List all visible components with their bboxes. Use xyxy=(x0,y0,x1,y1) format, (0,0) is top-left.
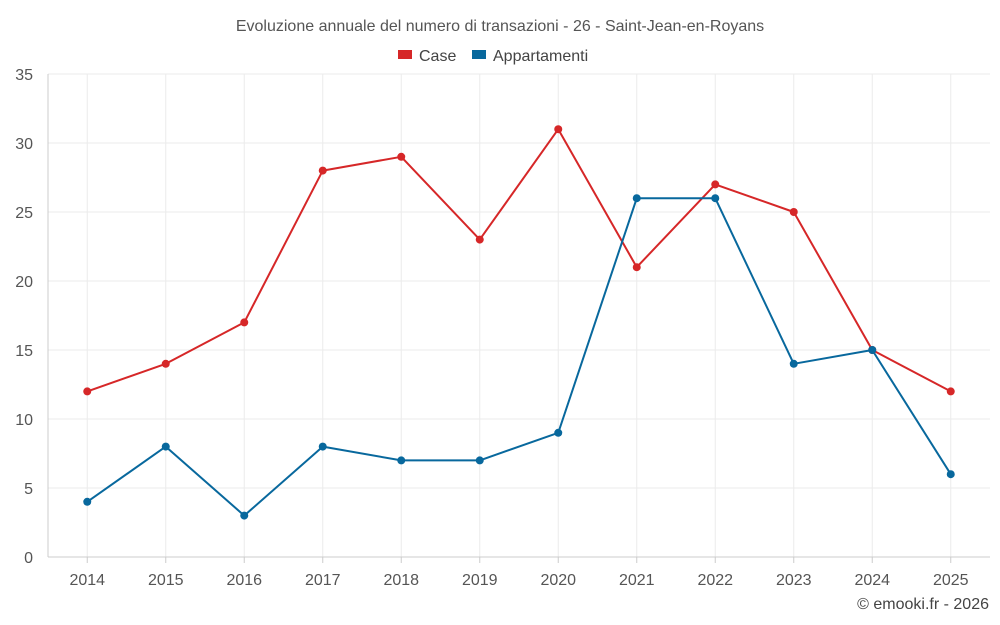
data-point-case[interactable] xyxy=(632,263,641,272)
data-point-appartamenti[interactable] xyxy=(240,511,249,520)
legend-label-appartamenti[interactable]: Appartamenti xyxy=(493,48,588,65)
data-point-case[interactable] xyxy=(946,387,955,396)
data-point-case[interactable] xyxy=(789,208,798,216)
x-tick-label: 2015 xyxy=(148,572,184,589)
data-point-appartamenti[interactable] xyxy=(789,359,798,368)
legend-swatch-appartamenti xyxy=(472,50,486,59)
series-line-appartamenti xyxy=(86,197,952,517)
x-tick-label: 2025 xyxy=(933,572,969,589)
series-line-case xyxy=(86,128,952,393)
data-point-appartamenti[interactable] xyxy=(318,442,327,451)
data-point-case[interactable] xyxy=(711,180,720,189)
legend-swatch-case xyxy=(398,50,412,59)
credit-text: © emooki.fr - 2026 xyxy=(857,596,989,613)
x-tick-label: 2024 xyxy=(854,572,890,589)
y-tick-label: 25 xyxy=(15,205,33,222)
x-tick-label: 2021 xyxy=(619,572,655,589)
data-point-appartamenti[interactable] xyxy=(161,442,170,451)
series-appartamenti xyxy=(83,194,955,520)
data-point-case[interactable] xyxy=(475,235,484,244)
y-tick-label: 30 xyxy=(15,136,33,153)
x-tick-label: 2023 xyxy=(776,572,812,589)
data-point-case[interactable] xyxy=(83,387,92,396)
chart-title: Evoluzione annuale del numero di transaz… xyxy=(236,18,764,35)
x-tick-label: 2017 xyxy=(305,572,341,589)
y-tick-label: 15 xyxy=(15,343,33,360)
data-point-appartamenti[interactable] xyxy=(397,456,406,465)
y-tick-label: 10 xyxy=(15,412,33,429)
data-point-appartamenti[interactable] xyxy=(946,470,955,479)
data-point-appartamenti[interactable] xyxy=(83,497,92,506)
data-point-appartamenti[interactable] xyxy=(475,456,484,465)
data-point-case[interactable] xyxy=(318,166,327,175)
y-tick-label: 35 xyxy=(15,67,33,84)
data-point-appartamenti[interactable] xyxy=(711,194,720,203)
data-point-appartamenti[interactable] xyxy=(632,194,641,203)
x-tick-label: 2016 xyxy=(226,572,262,589)
legend-label-case[interactable]: Case xyxy=(419,48,456,65)
data-point-appartamenti[interactable] xyxy=(868,346,877,354)
data-point-case[interactable] xyxy=(554,125,563,134)
grid xyxy=(48,73,990,557)
data-point-case[interactable] xyxy=(397,152,406,161)
x-tick-label: 2022 xyxy=(697,572,733,589)
series-case xyxy=(83,125,955,396)
data-point-appartamenti[interactable] xyxy=(554,428,563,437)
x-tick-label: 2019 xyxy=(462,572,498,589)
y-tick-label: 0 xyxy=(24,550,33,567)
series xyxy=(83,125,955,520)
y-tick-label: 5 xyxy=(24,481,33,498)
x-tick-label: 2018 xyxy=(383,572,419,589)
x-tick-label: 2020 xyxy=(540,572,576,589)
data-point-case[interactable] xyxy=(240,318,249,327)
x-tick-label: 2014 xyxy=(69,572,105,589)
legend: Case Appartamenti xyxy=(398,48,588,65)
y-axis: 0 5 10 15 20 25 30 35 xyxy=(15,67,49,567)
y-tick-label: 20 xyxy=(15,274,33,291)
data-point-case[interactable] xyxy=(161,359,170,368)
x-axis: 2014 2015 2016 2017 2018 2019 2020 2021 2022 2023… xyxy=(48,556,990,589)
